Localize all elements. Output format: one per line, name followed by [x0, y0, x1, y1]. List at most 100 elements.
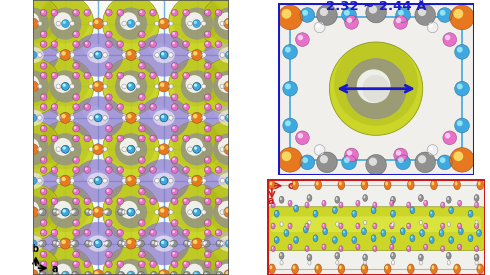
Circle shape — [61, 240, 66, 244]
Circle shape — [84, 41, 91, 48]
Circle shape — [71, 211, 73, 213]
Circle shape — [459, 228, 463, 235]
Circle shape — [118, 105, 121, 107]
Ellipse shape — [214, 232, 234, 245]
Text: c: c — [288, 181, 294, 191]
Circle shape — [447, 222, 450, 227]
Circle shape — [150, 9, 156, 16]
Circle shape — [336, 222, 339, 227]
Circle shape — [137, 116, 138, 118]
Circle shape — [170, 116, 171, 118]
Circle shape — [9, 184, 57, 232]
Circle shape — [156, 116, 157, 118]
Circle shape — [172, 167, 175, 170]
Circle shape — [364, 260, 367, 265]
Circle shape — [186, 201, 203, 219]
Circle shape — [216, 262, 219, 265]
Circle shape — [40, 210, 43, 213]
Circle shape — [117, 167, 123, 173]
Circle shape — [155, 53, 159, 57]
Circle shape — [54, 12, 72, 30]
Circle shape — [137, 240, 145, 247]
Circle shape — [449, 236, 454, 243]
Circle shape — [320, 155, 328, 163]
Circle shape — [285, 47, 291, 53]
Circle shape — [204, 31, 211, 38]
Circle shape — [275, 211, 277, 214]
Circle shape — [202, 242, 204, 244]
Circle shape — [127, 271, 135, 275]
Circle shape — [202, 54, 204, 56]
Circle shape — [204, 188, 211, 195]
Circle shape — [307, 254, 312, 261]
Circle shape — [448, 261, 449, 263]
Circle shape — [438, 155, 452, 170]
Circle shape — [204, 9, 211, 16]
Circle shape — [103, 179, 105, 181]
Circle shape — [185, 241, 187, 244]
Circle shape — [454, 180, 461, 190]
Circle shape — [333, 208, 335, 211]
Circle shape — [160, 177, 168, 185]
Circle shape — [172, 105, 175, 107]
Circle shape — [292, 180, 298, 190]
Circle shape — [308, 260, 311, 265]
Circle shape — [102, 0, 160, 52]
Circle shape — [185, 273, 187, 275]
Circle shape — [271, 247, 273, 249]
Circle shape — [477, 230, 479, 233]
Ellipse shape — [214, 169, 234, 182]
Circle shape — [226, 115, 230, 118]
Circle shape — [447, 197, 449, 200]
Circle shape — [220, 53, 225, 57]
Circle shape — [74, 189, 76, 192]
Circle shape — [373, 224, 375, 226]
Circle shape — [117, 198, 123, 205]
Circle shape — [474, 194, 479, 202]
Circle shape — [218, 12, 236, 30]
Circle shape — [63, 209, 66, 213]
Circle shape — [361, 180, 368, 190]
Circle shape — [295, 33, 309, 46]
Circle shape — [431, 180, 438, 190]
Circle shape — [184, 199, 186, 202]
Circle shape — [122, 116, 126, 120]
Circle shape — [475, 247, 477, 249]
Circle shape — [49, 70, 81, 103]
Circle shape — [169, 84, 173, 89]
FancyBboxPatch shape — [271, 216, 481, 232]
Circle shape — [188, 210, 193, 215]
Circle shape — [224, 270, 235, 275]
Circle shape — [201, 0, 258, 52]
Circle shape — [38, 85, 40, 87]
Circle shape — [151, 10, 153, 13]
Circle shape — [475, 220, 478, 225]
Circle shape — [40, 241, 43, 244]
Circle shape — [105, 157, 112, 163]
Circle shape — [17, 259, 49, 275]
Circle shape — [204, 157, 211, 163]
Circle shape — [60, 238, 71, 249]
Circle shape — [300, 8, 315, 22]
Circle shape — [94, 114, 102, 122]
Circle shape — [213, 70, 245, 103]
Circle shape — [139, 251, 145, 258]
Circle shape — [119, 273, 122, 275]
Circle shape — [140, 73, 142, 76]
Circle shape — [288, 200, 292, 206]
Circle shape — [53, 273, 56, 275]
Circle shape — [40, 251, 47, 258]
Circle shape — [424, 224, 426, 226]
Circle shape — [215, 198, 222, 205]
Circle shape — [40, 198, 47, 205]
Ellipse shape — [219, 110, 240, 126]
Circle shape — [37, 210, 42, 215]
Circle shape — [338, 264, 345, 274]
Circle shape — [161, 52, 164, 55]
Circle shape — [119, 241, 122, 244]
Circle shape — [475, 221, 477, 223]
Circle shape — [90, 179, 92, 181]
Circle shape — [127, 208, 135, 216]
Circle shape — [137, 85, 138, 87]
Circle shape — [84, 167, 91, 173]
